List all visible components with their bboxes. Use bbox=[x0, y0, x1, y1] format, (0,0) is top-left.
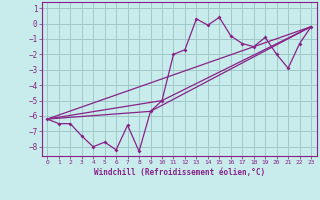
X-axis label: Windchill (Refroidissement éolien,°C): Windchill (Refroidissement éolien,°C) bbox=[94, 168, 265, 177]
